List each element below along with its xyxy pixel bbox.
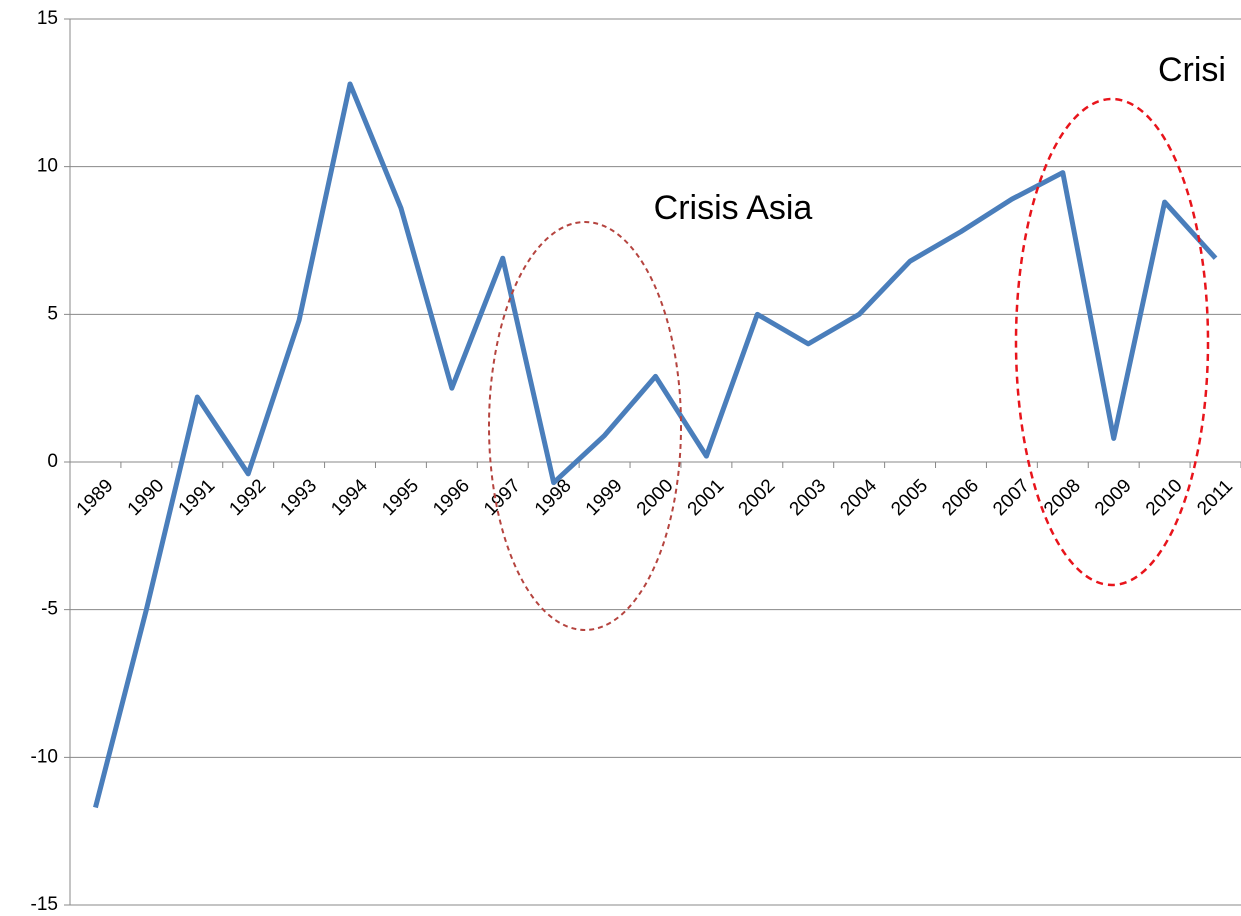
y-tick-label: 0 [47, 451, 58, 472]
x-tick-label: 2008 [1040, 475, 1085, 520]
x-tick-label: 2011 [1193, 476, 1237, 520]
y-tick-label: 10 [37, 156, 58, 177]
highlight-ellipse [1014, 97, 1210, 587]
x-tick-label: 1995 [378, 475, 423, 520]
data-line [93, 81, 1218, 809]
x-tick-label: 2003 [786, 475, 831, 520]
x-tick-label: 2000 [633, 475, 678, 520]
x-tick-label: 2001 [684, 475, 729, 520]
annotation: Crisi [1158, 51, 1226, 89]
x-tick-label: 1999 [582, 475, 627, 520]
y-tick-label: -15 [31, 894, 58, 915]
annotation: Crisis Asia [654, 189, 813, 227]
x-tick-label: 2004 [836, 475, 881, 520]
x-tick-label: 2002 [735, 475, 780, 520]
x-tick-label: 1989 [73, 475, 118, 520]
x-tick-label: 2005 [887, 475, 932, 520]
x-tick-label: 1993 [276, 475, 321, 520]
y-tick-label: 15 [37, 8, 58, 29]
x-tick-label: 1996 [429, 475, 474, 520]
y-tick-label: -5 [41, 599, 58, 620]
x-tick-label: 1992 [225, 475, 270, 520]
y-tick-label: 5 [47, 303, 58, 324]
x-tick-label: 1991 [175, 475, 220, 520]
x-tick-label: 1990 [124, 475, 169, 520]
highlight-ellipse [488, 221, 682, 631]
y-tick-label: -10 [31, 746, 58, 767]
x-tick-label: 2009 [1091, 475, 1136, 520]
x-tick-label: 1997 [480, 475, 525, 520]
x-tick-label: 2007 [989, 475, 1034, 520]
x-tick-label: 2006 [938, 475, 983, 520]
x-tick-label: 1994 [327, 475, 372, 520]
